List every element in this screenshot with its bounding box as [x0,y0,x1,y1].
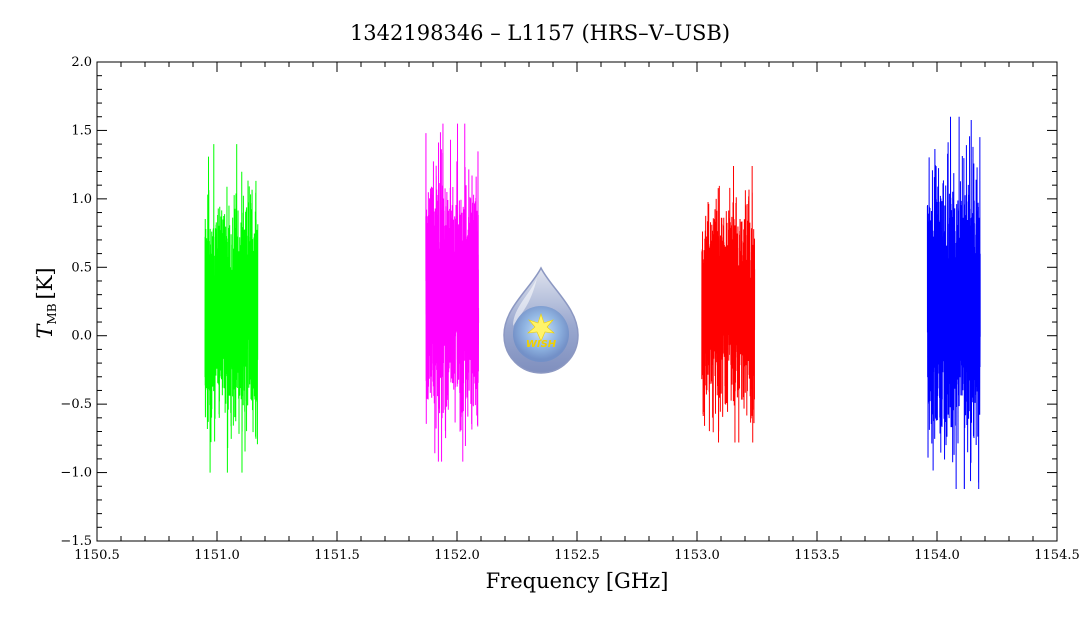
spectrum-series-2 [425,123,480,462]
spectrum-series-3 [701,166,756,443]
chart-title: 1342198346 – L1157 (HRS–V–USB) [350,21,730,45]
x-axis-ticks: 1150.5 1151.0 1151.5 1152.0 1152.5 1153.0 1153… [74,62,1080,563]
series-group [204,116,981,489]
x-axis-label: Frequency [GHz] [486,569,669,593]
y-tick-label: −0.5 [60,397,92,412]
x-tick-label: 1151.5 [314,548,360,563]
svg-text:TMB[K]: TMB [K] [33,267,59,338]
x-tick-label: 1151.0 [194,548,240,563]
y-tick-label: 2.0 [71,55,92,70]
logo-text: WISH [526,339,557,350]
x-tick-label: 1153.5 [794,548,840,563]
y-tick-label: −1.5 [60,534,92,549]
y-tick-label: −1.0 [60,466,92,481]
x-tick-label: 1154.5 [1034,548,1080,563]
y-axis-label-unit: [K] [33,267,57,299]
wish-logo: WISH [503,266,579,374]
x-tick-label: 1152.0 [434,548,480,563]
x-tick-label: 1150.5 [74,548,120,563]
y-tick-label: 1.0 [71,192,92,207]
y-tick-label: 1.5 [71,123,92,138]
y-tick-label: 0.0 [71,329,92,344]
y-tick-label: 0.5 [71,260,92,275]
y-axis-label-sub: MB [45,303,59,324]
spectrum-series-4 [926,116,981,489]
y-axis-ticks: −1.5 −1.0 −0.5 0.0 0.5 1.0 1.5 2.0 [60,55,1057,549]
y-axis-label: TMB [K] [33,267,59,338]
x-tick-label: 1153.0 [674,548,720,563]
y-axis-label-main: T [33,323,57,339]
x-tick-label: 1152.5 [554,548,600,563]
x-tick-label: 1154.0 [914,548,960,563]
spectrum-series-1 [204,144,259,473]
